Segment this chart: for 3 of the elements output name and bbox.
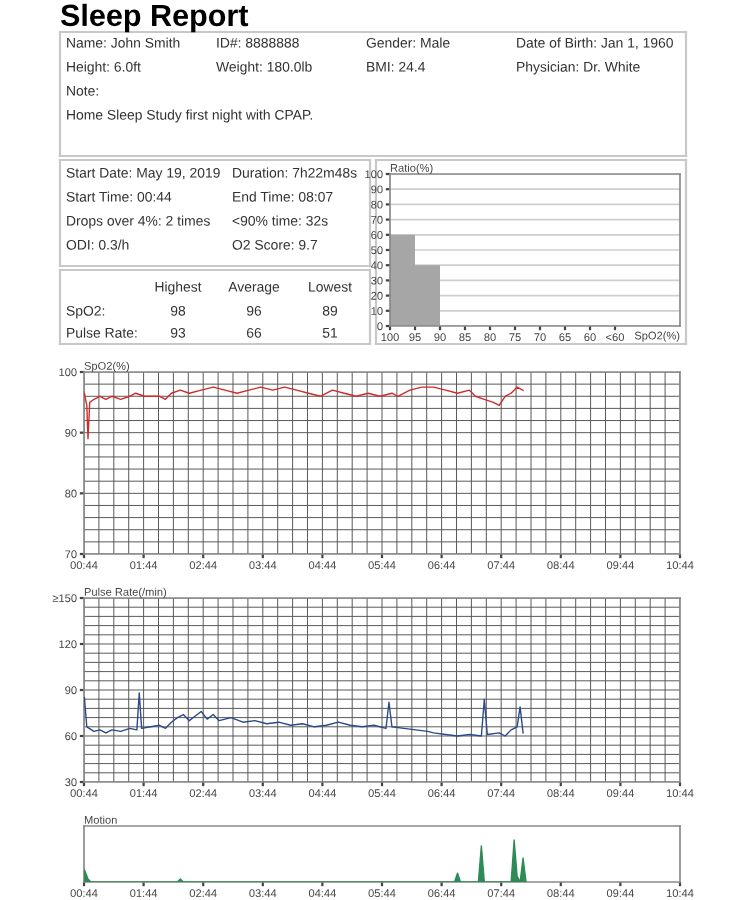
line-series xyxy=(84,386,524,440)
text: Sleep Report xyxy=(60,3,249,33)
line-series xyxy=(84,692,524,737)
